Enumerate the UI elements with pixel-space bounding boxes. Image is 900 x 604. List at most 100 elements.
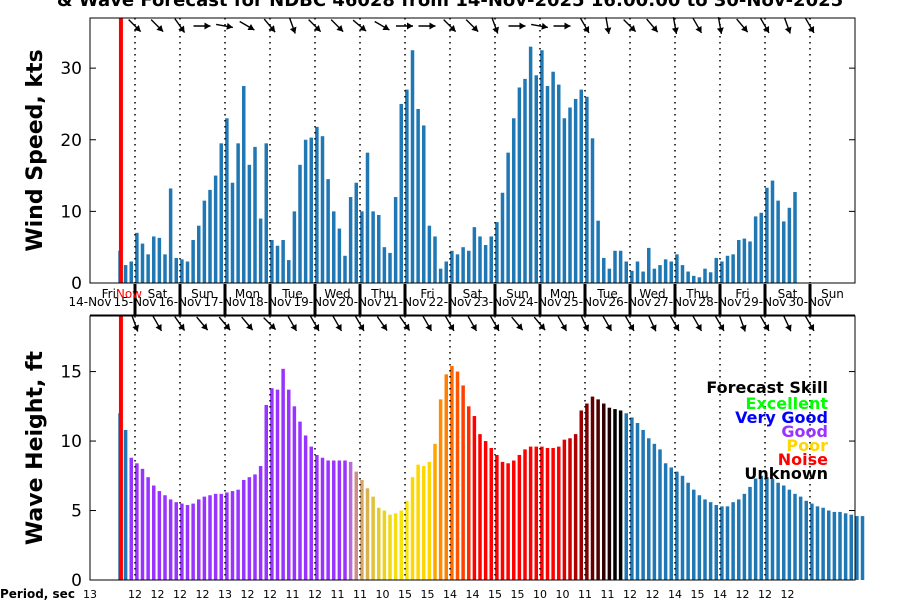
wind-bar bbox=[495, 222, 499, 283]
wind-bar bbox=[686, 271, 690, 283]
wind-direction-arrow bbox=[553, 22, 571, 30]
wave-bar bbox=[483, 441, 488, 580]
wave-panel: 0 5 10 15 Wave Height, ft bbox=[23, 315, 865, 591]
wave-bar bbox=[242, 479, 246, 580]
wave-bar bbox=[315, 454, 319, 580]
wind-bar bbox=[292, 211, 297, 283]
day-name-label: Tue bbox=[596, 287, 618, 301]
wave-bar bbox=[258, 466, 263, 580]
wind-direction-arrow bbox=[330, 19, 344, 33]
wave-bar bbox=[185, 504, 190, 580]
wind-direction-arrow bbox=[288, 17, 297, 34]
wave-direction-arrow bbox=[557, 315, 568, 332]
arrow-head bbox=[784, 26, 792, 34]
period-value: 15 bbox=[421, 588, 435, 600]
arrow-head bbox=[289, 26, 297, 34]
arrow-head bbox=[156, 24, 164, 32]
wind-bar bbox=[343, 255, 347, 283]
wave-bar bbox=[208, 495, 212, 580]
wind-bar bbox=[703, 268, 707, 283]
day-date-label: 18-Nov bbox=[248, 295, 291, 309]
wind-direction-arrow bbox=[396, 22, 413, 30]
wind-direction-arrow bbox=[671, 17, 679, 35]
wave-direction-arrow bbox=[263, 317, 277, 331]
wind-bar bbox=[641, 271, 645, 283]
day-date-label: 21-Nov bbox=[383, 295, 426, 309]
wind-bar bbox=[624, 261, 628, 283]
wave-bar bbox=[191, 503, 195, 580]
wind-bar bbox=[483, 245, 488, 283]
wave-direction-arrow bbox=[759, 315, 770, 332]
wind-bar bbox=[517, 87, 522, 283]
wind-bar bbox=[393, 197, 398, 283]
wave-direction-arrow bbox=[376, 316, 388, 331]
wave-bar bbox=[461, 385, 465, 580]
wind-bar bbox=[776, 200, 780, 283]
period-value: 14 bbox=[443, 588, 457, 600]
wave-bar bbox=[832, 511, 837, 580]
legend-item: Good bbox=[781, 422, 828, 441]
wind-bar bbox=[478, 236, 482, 283]
wave-bar bbox=[782, 485, 786, 580]
wave-ylabel: Wave Height, ft bbox=[23, 350, 48, 545]
wave-bar bbox=[568, 438, 572, 580]
arrow-head bbox=[357, 323, 365, 331]
period-value: 15 bbox=[488, 588, 502, 600]
arrow-head bbox=[155, 323, 162, 331]
arrow-head bbox=[447, 323, 455, 331]
wind-bar bbox=[551, 71, 555, 283]
wave-bar bbox=[720, 506, 724, 580]
wave-bar bbox=[489, 448, 493, 580]
wind-bar bbox=[675, 254, 679, 283]
day-name-label: Wed bbox=[324, 287, 350, 301]
wind-bar bbox=[573, 98, 578, 284]
wind-bar bbox=[129, 261, 133, 283]
wind-bar bbox=[382, 247, 387, 283]
wave-bar bbox=[652, 443, 657, 580]
wind-bar bbox=[725, 255, 730, 283]
wind-bar bbox=[185, 261, 190, 283]
wave-bar bbox=[180, 503, 184, 580]
wave-bar bbox=[174, 502, 178, 580]
wind-bar bbox=[202, 200, 207, 283]
wave-bar bbox=[804, 500, 808, 580]
wave-bar bbox=[433, 443, 437, 580]
day-name-label: Fri bbox=[420, 287, 434, 301]
period-value: 12 bbox=[623, 588, 637, 600]
wave-direction-arrow bbox=[218, 316, 231, 331]
wind-bar bbox=[320, 136, 325, 283]
wind-bar bbox=[759, 212, 763, 283]
day-name-label: Mon bbox=[235, 287, 260, 301]
wave-bar bbox=[624, 413, 628, 580]
wind-bar bbox=[782, 221, 786, 283]
arrow-head bbox=[739, 324, 747, 332]
wind-bar bbox=[135, 232, 139, 283]
wind-bar bbox=[438, 268, 443, 283]
wave-bar bbox=[658, 449, 662, 580]
wind-bar bbox=[303, 139, 308, 283]
arrow-head bbox=[582, 324, 590, 332]
wave-bar bbox=[545, 448, 550, 580]
wind-direction-arrow bbox=[216, 22, 234, 30]
wind-direction-arrow bbox=[692, 17, 703, 34]
wind-ytick-label: 30 bbox=[60, 59, 82, 79]
arrow-head bbox=[407, 22, 413, 30]
day-date-label: 16-Nov bbox=[158, 295, 201, 309]
wave-bar bbox=[557, 446, 561, 580]
wind-bar bbox=[275, 245, 280, 283]
wind-direction-arrow bbox=[443, 19, 457, 33]
wind-bar bbox=[652, 268, 657, 283]
wind-bar bbox=[180, 259, 184, 283]
wind-bar bbox=[371, 211, 375, 283]
wave-bar bbox=[326, 460, 330, 580]
wave-bar bbox=[540, 446, 544, 580]
wave-bar bbox=[478, 434, 482, 580]
wave-direction-arrow bbox=[714, 315, 725, 332]
wind-bar bbox=[163, 254, 167, 283]
wave-bar bbox=[495, 454, 499, 580]
wave-bar bbox=[765, 477, 769, 580]
wave-direction-arrow bbox=[489, 315, 500, 332]
arrow-head bbox=[132, 324, 139, 332]
day-name-label: Sun bbox=[821, 287, 844, 301]
